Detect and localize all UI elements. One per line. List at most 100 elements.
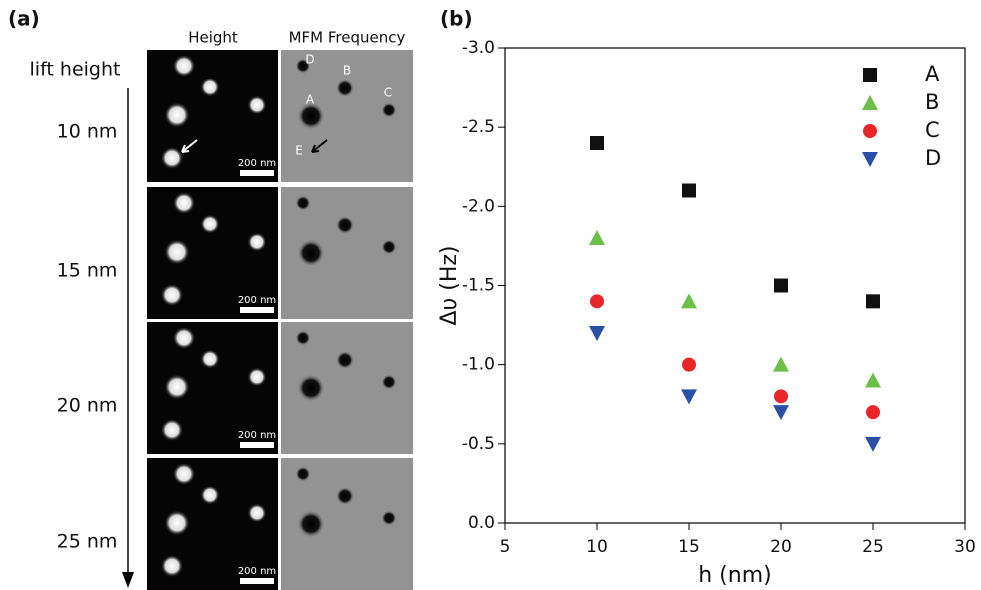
point: [590, 294, 604, 309]
scale-label: 200 nm: [238, 566, 276, 577]
point: [866, 405, 880, 420]
arrow: [181, 139, 198, 153]
legend-label: C: [925, 118, 940, 142]
particle: [381, 374, 397, 390]
particle: [160, 554, 184, 578]
particle: [336, 216, 354, 234]
scale-bar: [240, 170, 274, 176]
particle: [381, 510, 397, 526]
legend-label: D: [925, 146, 941, 170]
point: [682, 183, 696, 198]
particle: [172, 326, 196, 350]
particle: [247, 95, 267, 115]
row-label: 25 nm: [57, 531, 118, 553]
y-tick-label: 0.0: [468, 513, 495, 533]
scale-label: 200 nm: [238, 158, 276, 169]
point: [862, 152, 878, 167]
particle-label: B: [343, 64, 351, 78]
particle: [160, 418, 184, 442]
particle: [200, 77, 220, 97]
particle-label: D: [305, 53, 314, 67]
particle: [164, 102, 190, 128]
point: [681, 293, 697, 309]
particle: [336, 487, 354, 505]
scale-bar: [240, 578, 274, 584]
particle: [172, 191, 196, 215]
particle: [160, 283, 184, 307]
legend-label: A: [925, 62, 940, 86]
particle: [336, 351, 354, 369]
particle: [247, 367, 267, 387]
point: [590, 136, 604, 150]
y-tick-label: -2.0: [462, 196, 495, 216]
particle: [172, 462, 196, 486]
panel-label: (b): [440, 7, 473, 31]
row-label: 20 nm: [57, 395, 118, 417]
x-tick-label: 25: [862, 537, 884, 557]
y-tick-label: -0.5: [462, 434, 495, 454]
y-tick-label: -1.5: [462, 276, 495, 296]
y-tick-label: -1.0: [462, 355, 495, 375]
particle-label: E: [295, 144, 303, 158]
particle: [295, 466, 311, 482]
panel-label: (a): [8, 7, 40, 31]
legend-label: B: [925, 90, 939, 114]
point: [589, 326, 605, 341]
particle: [297, 239, 325, 267]
point: [863, 68, 877, 82]
particle-label: C: [384, 86, 392, 100]
x-tick-label: 15: [678, 537, 700, 557]
scatter-chart: 5 10 15 20 25 30 0.0 -0.5 -1.0 -1.5 -2.0 -2.5 -3.0 h …: [437, 38, 976, 588]
row-label: 15 nm: [57, 260, 118, 282]
point: [681, 389, 697, 405]
y-tick-label: -3.0: [462, 38, 495, 58]
x-tick-label: 10: [586, 537, 608, 557]
point: [866, 294, 880, 309]
particle: [297, 510, 325, 538]
image-grid: 10 nm 200 nm 15 nm 200 nm 20 nm 200 nm 25 nm 20…: [57, 50, 413, 590]
x-axis-label: h (nm): [698, 563, 771, 588]
particle: [247, 503, 267, 523]
scale-bar: [240, 307, 274, 313]
particle: [295, 58, 311, 74]
point: [774, 389, 788, 404]
particle: [200, 485, 220, 505]
particle: [297, 102, 325, 130]
particle: [200, 349, 220, 369]
point: [773, 405, 789, 421]
x-tick-label: 5: [500, 537, 511, 557]
particle: [164, 239, 190, 265]
particle: [295, 195, 311, 211]
column-title: Height: [188, 29, 238, 47]
row-label: 10 nm: [57, 121, 118, 143]
particle-label: A: [306, 93, 315, 107]
point: [774, 278, 788, 293]
scale-label: 200 nm: [238, 430, 276, 441]
particle: [297, 374, 325, 402]
particle: [381, 239, 397, 255]
particle: [164, 374, 190, 400]
column-title: MFM Frequency: [289, 29, 406, 47]
plot-frame: [504, 47, 966, 524]
x-tick-label: 30: [954, 537, 976, 557]
particle: [381, 102, 397, 118]
point: [865, 372, 881, 388]
particle: [172, 54, 196, 78]
y-axis-label: Δυ (Hz): [437, 245, 462, 325]
particle: [247, 232, 267, 252]
scale-label: 200 nm: [238, 295, 276, 306]
point: [863, 124, 877, 138]
arrow-head: [122, 572, 134, 588]
point: [682, 357, 696, 372]
particle: [295, 330, 311, 346]
particle: [200, 214, 220, 234]
point: [862, 95, 878, 110]
row-title: lift height: [30, 59, 121, 81]
arrow: [311, 139, 328, 153]
point: [865, 436, 881, 452]
particle: [164, 510, 190, 536]
y-tick-label: -2.5: [462, 117, 495, 137]
point: [589, 230, 605, 245]
particle: [160, 146, 184, 170]
